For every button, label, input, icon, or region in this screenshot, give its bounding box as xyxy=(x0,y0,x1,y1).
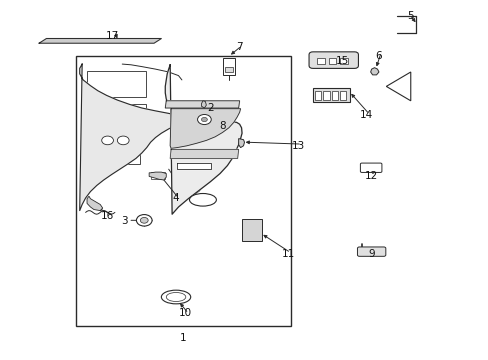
Bar xyxy=(224,67,232,72)
Text: 8: 8 xyxy=(219,121,225,131)
Ellipse shape xyxy=(161,290,190,304)
Text: 9: 9 xyxy=(367,249,374,259)
Polygon shape xyxy=(87,196,102,211)
Bar xyxy=(316,58,324,64)
Text: 10: 10 xyxy=(179,308,192,318)
Bar xyxy=(331,91,337,100)
Polygon shape xyxy=(238,139,244,148)
Polygon shape xyxy=(149,172,166,180)
Polygon shape xyxy=(370,68,378,75)
Text: 5: 5 xyxy=(407,11,413,21)
Polygon shape xyxy=(165,65,242,214)
Text: 14: 14 xyxy=(359,110,373,120)
FancyBboxPatch shape xyxy=(308,52,358,68)
Bar xyxy=(76,56,290,326)
Circle shape xyxy=(102,136,113,145)
Text: 7: 7 xyxy=(236,42,243,52)
Text: 17: 17 xyxy=(105,31,119,41)
Circle shape xyxy=(201,117,207,122)
Circle shape xyxy=(140,217,148,223)
Text: 13: 13 xyxy=(291,141,305,151)
Bar xyxy=(314,91,321,100)
Circle shape xyxy=(197,114,211,125)
Bar xyxy=(312,88,349,102)
Polygon shape xyxy=(177,163,211,169)
Bar xyxy=(87,104,145,130)
Text: 1: 1 xyxy=(180,333,186,343)
Bar xyxy=(150,172,165,179)
Polygon shape xyxy=(170,109,240,148)
Text: 2: 2 xyxy=(206,103,213,113)
Polygon shape xyxy=(170,149,238,158)
Polygon shape xyxy=(39,39,161,43)
Bar xyxy=(328,58,336,64)
Bar xyxy=(223,58,234,75)
Text: 16: 16 xyxy=(101,211,114,221)
Bar xyxy=(323,91,329,100)
Polygon shape xyxy=(386,72,410,101)
Text: 4: 4 xyxy=(172,193,179,203)
Circle shape xyxy=(136,215,152,226)
Bar xyxy=(339,91,346,100)
Bar xyxy=(87,139,140,164)
FancyBboxPatch shape xyxy=(357,247,385,256)
Bar xyxy=(87,71,145,97)
Bar xyxy=(340,58,347,64)
Text: 6: 6 xyxy=(375,51,382,61)
Text: 3: 3 xyxy=(121,216,128,226)
Circle shape xyxy=(117,136,129,145)
Ellipse shape xyxy=(166,292,185,302)
Text: 12: 12 xyxy=(364,171,378,181)
Bar xyxy=(241,219,262,241)
Polygon shape xyxy=(80,64,182,211)
Polygon shape xyxy=(165,101,239,108)
Ellipse shape xyxy=(189,194,216,206)
Polygon shape xyxy=(201,101,206,108)
Text: 11: 11 xyxy=(281,249,295,259)
Text: 15: 15 xyxy=(335,56,348,66)
FancyBboxPatch shape xyxy=(360,163,381,172)
